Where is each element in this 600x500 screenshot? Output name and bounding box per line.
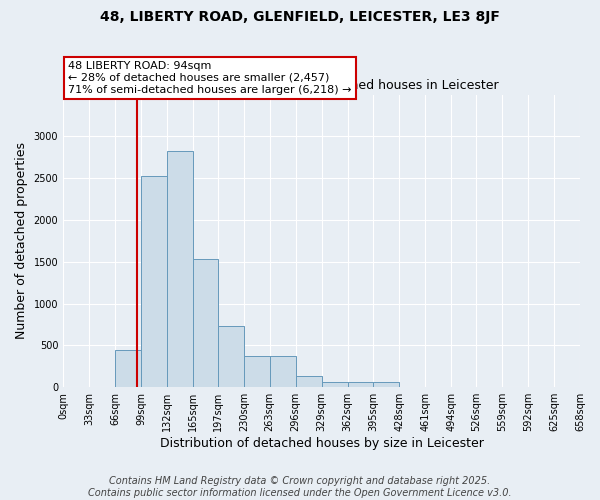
Bar <box>373 382 400 387</box>
Text: 48, LIBERTY ROAD, GLENFIELD, LEICESTER, LE3 8JF: 48, LIBERTY ROAD, GLENFIELD, LEICESTER, … <box>100 10 500 24</box>
Y-axis label: Number of detached properties: Number of detached properties <box>15 142 28 340</box>
Bar <box>141 176 167 387</box>
Title: Size of property relative to detached houses in Leicester: Size of property relative to detached ho… <box>144 79 499 92</box>
Bar <box>270 356 296 387</box>
Bar <box>347 382 373 387</box>
Bar <box>115 350 141 387</box>
Bar <box>167 150 193 387</box>
Bar <box>296 376 322 387</box>
X-axis label: Distribution of detached houses by size in Leicester: Distribution of detached houses by size … <box>160 437 484 450</box>
Bar <box>218 326 244 387</box>
Bar <box>244 356 270 387</box>
Text: Contains HM Land Registry data © Crown copyright and database right 2025.
Contai: Contains HM Land Registry data © Crown c… <box>88 476 512 498</box>
Bar <box>193 260 218 387</box>
Bar <box>322 382 347 387</box>
Text: 48 LIBERTY ROAD: 94sqm
← 28% of detached houses are smaller (2,457)
71% of semi-: 48 LIBERTY ROAD: 94sqm ← 28% of detached… <box>68 62 352 94</box>
